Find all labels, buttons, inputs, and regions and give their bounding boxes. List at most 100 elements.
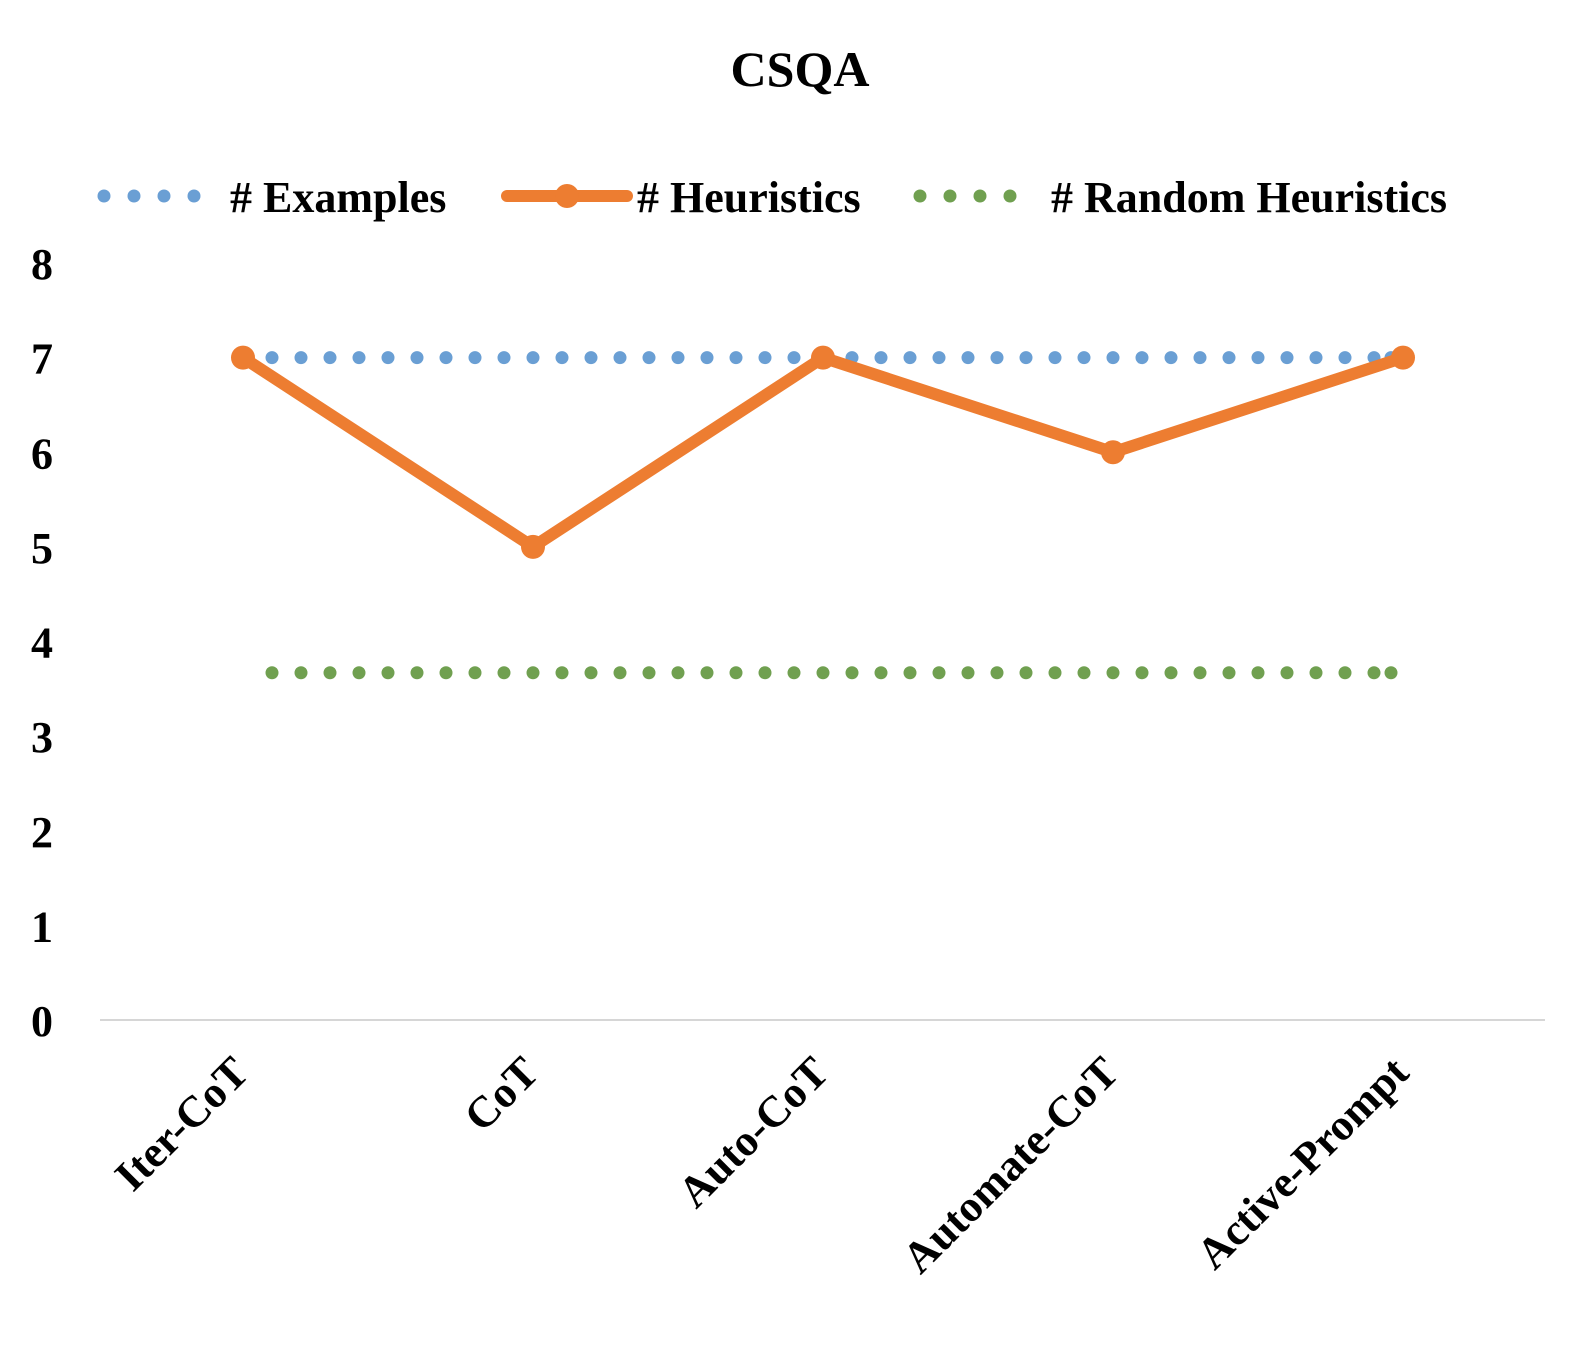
series-dot <box>1193 666 1207 680</box>
plot-area <box>231 345 1415 680</box>
series-dot <box>642 351 656 365</box>
series-dot <box>323 351 337 365</box>
series-dot <box>1280 666 1294 680</box>
series-dot <box>613 351 627 365</box>
data-point <box>811 345 835 370</box>
x-tick-label: CoT <box>455 1047 548 1140</box>
series-dot <box>816 666 830 680</box>
x-tick-label: Auto-CoT <box>669 1047 838 1216</box>
series-dot <box>410 666 424 680</box>
data-point <box>1391 345 1415 370</box>
series-dot <box>265 666 279 680</box>
series-dot <box>1251 666 1265 680</box>
series-dot <box>1077 351 1091 365</box>
x-tick-label: Iter-CoT <box>105 1047 258 1200</box>
series-3 <box>265 666 1398 680</box>
series-dot <box>497 351 511 365</box>
series-dot <box>990 666 1004 680</box>
series-dot <box>352 351 366 365</box>
series-dot <box>294 666 308 680</box>
series-dot <box>410 351 424 365</box>
y-tick-label: 6 <box>31 429 53 478</box>
series-dot <box>1309 351 1323 365</box>
series-dot <box>1135 666 1149 680</box>
legend-label: # Examples <box>230 173 446 222</box>
y-tick-label: 0 <box>31 997 53 1046</box>
series-dot <box>700 666 714 680</box>
series-dot <box>1251 351 1265 365</box>
x-tick-label: Active-Prompt <box>1187 1047 1418 1278</box>
series-dot <box>1048 666 1062 680</box>
x-axis: Iter-CoT CoT Auto-CoT Automate-CoT Active-Pr… <box>100 1019 1545 1283</box>
series-dot <box>584 351 598 365</box>
chart-title: CSQA <box>731 41 870 97</box>
legend-label: # Random Heuristics <box>1051 173 1447 222</box>
series-dot <box>729 351 743 365</box>
y-axis: 0 1 2 3 4 5 6 7 8 <box>31 240 53 1046</box>
series-dot <box>323 666 337 680</box>
series-dot <box>468 666 482 680</box>
series-dot <box>1019 666 1033 680</box>
series-dot <box>352 666 366 680</box>
series-dot <box>439 351 453 365</box>
legend-swatch <box>187 189 201 203</box>
series-dot <box>1309 666 1323 680</box>
y-tick-label: 3 <box>31 713 53 762</box>
series-2 <box>231 345 1415 559</box>
series-dot <box>1222 666 1236 680</box>
series-dot <box>1338 351 1352 365</box>
series-dot <box>758 666 772 680</box>
series-dot <box>1280 351 1294 365</box>
series-dot <box>1338 666 1352 680</box>
legend-item: # Random Heuristics <box>913 173 1447 222</box>
y-tick-label: 1 <box>31 902 53 951</box>
series-dot <box>874 666 888 680</box>
series-dot <box>671 666 685 680</box>
series-dot <box>700 351 714 365</box>
series-dot <box>1193 351 1207 365</box>
series-dot <box>381 666 395 680</box>
legend-item: # Examples <box>97 173 446 222</box>
series-dot <box>1384 666 1398 680</box>
y-tick-label: 8 <box>31 240 53 289</box>
series-dot <box>613 666 627 680</box>
legend-swatch <box>127 189 141 203</box>
series-dot <box>1135 351 1149 365</box>
series-dot <box>1164 666 1178 680</box>
series-dot <box>1222 351 1236 365</box>
series-dot <box>787 351 801 365</box>
series-dot <box>439 666 453 680</box>
series-dot <box>903 351 917 365</box>
y-tick-label: 2 <box>31 808 53 857</box>
series-dot <box>642 666 656 680</box>
legend: # Examples # Heuristics # Random Heuristic… <box>97 173 1447 222</box>
legend-swatch <box>943 189 957 203</box>
legend-swatch <box>973 189 987 203</box>
series-line <box>237 351 1409 553</box>
series-dot <box>294 351 308 365</box>
series-dot <box>874 351 888 365</box>
series-dot <box>1019 351 1033 365</box>
series-dot <box>729 666 743 680</box>
series-dot <box>961 666 975 680</box>
series-dot <box>1106 351 1120 365</box>
series-dot <box>1164 351 1178 365</box>
series-dot <box>265 351 279 365</box>
legend-swatch <box>157 189 171 203</box>
legend-swatch <box>1003 189 1017 203</box>
series-dot <box>845 666 859 680</box>
series-dot <box>381 351 395 365</box>
series-dot <box>555 666 569 680</box>
series-dot <box>961 351 975 365</box>
data-point <box>231 345 255 370</box>
legend-swatch <box>913 189 927 203</box>
series-dot <box>758 351 772 365</box>
y-tick-label: 7 <box>31 335 53 384</box>
series-dot <box>497 666 511 680</box>
series-dot <box>1367 666 1381 680</box>
series-dot <box>1106 666 1120 680</box>
legend-item: # Heuristics <box>501 173 861 222</box>
series-dot <box>787 666 801 680</box>
legend-label: # Heuristics <box>637 173 861 222</box>
